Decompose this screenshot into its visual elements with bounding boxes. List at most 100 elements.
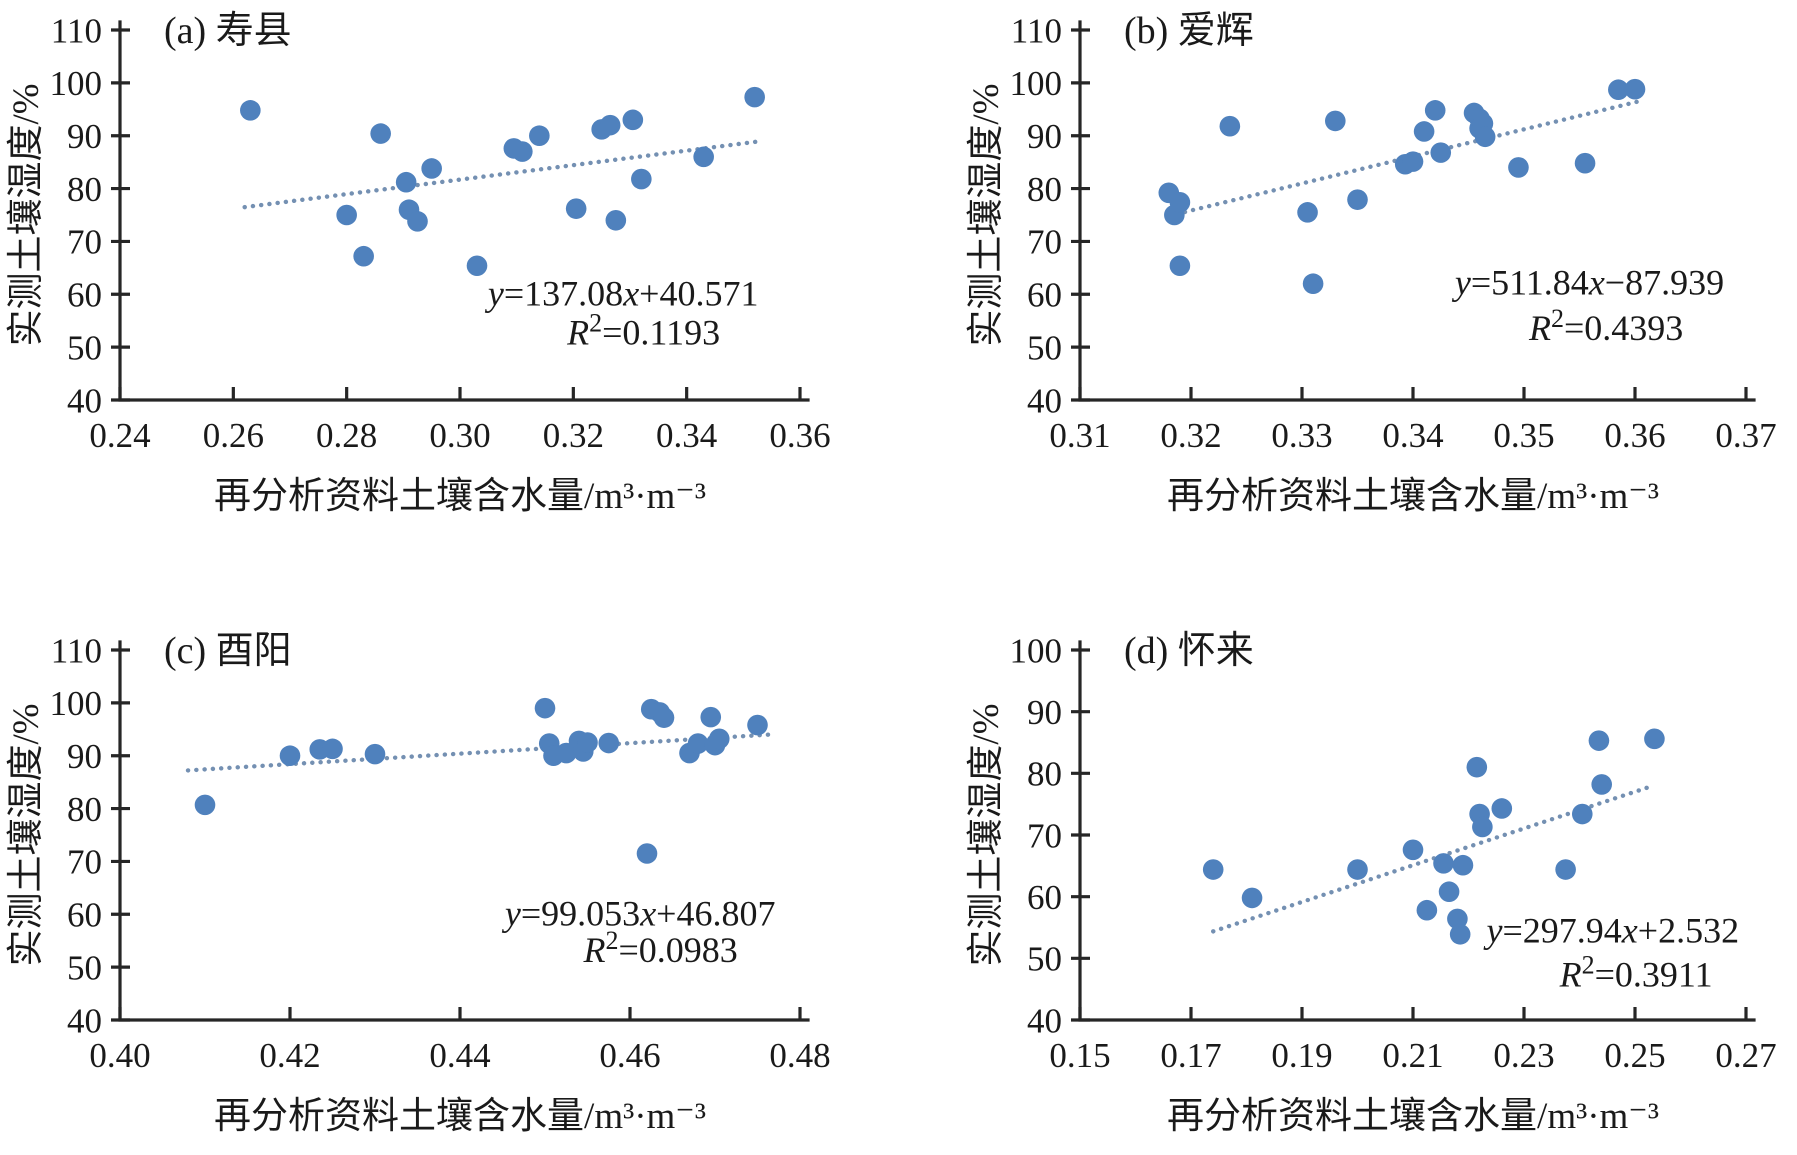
y-tick-label: 50 — [1027, 328, 1062, 367]
x-tick-label: 0.24 — [89, 416, 150, 455]
y-tick-label: 60 — [67, 896, 102, 935]
panel-title: (c) 酉阳 — [164, 630, 292, 672]
data-point — [466, 255, 488, 277]
y-tick-label: 50 — [67, 948, 102, 987]
data-point — [622, 109, 644, 131]
x-tick-label: 0.35 — [1493, 416, 1554, 455]
x-axis-title: 再分析资料土壤含水量/m³·m⁻³ — [1167, 1095, 1659, 1137]
data-point — [1430, 142, 1452, 163]
y-tick-label: 90 — [67, 117, 102, 156]
data-point — [747, 714, 768, 736]
y-axis-title: 实测土壤湿度/% — [965, 83, 1007, 346]
data-point — [1202, 859, 1224, 880]
y-tick-label: 40 — [1027, 1001, 1062, 1040]
data-point — [1169, 192, 1191, 213]
y-tick-label: 110 — [51, 631, 102, 670]
panel-title: (b) 爱辉 — [1124, 10, 1254, 52]
data-point — [529, 125, 550, 147]
y-tick-label: 60 — [67, 276, 102, 315]
x-axis-title: 再分析资料土壤含水量/m³·m⁻³ — [214, 1095, 706, 1137]
data-point — [577, 732, 598, 753]
x-tick-label: 0.36 — [1604, 416, 1665, 455]
data-point — [1347, 859, 1368, 880]
data-point — [1472, 816, 1493, 838]
y-tick-label: 40 — [1027, 381, 1062, 420]
data-point — [1297, 202, 1318, 223]
data-point — [1325, 110, 1346, 132]
y-tick-label: 60 — [1027, 878, 1062, 917]
x-tick-label: 0.21 — [1382, 1036, 1443, 1075]
y-tick-label: 110 — [51, 11, 102, 50]
data-point — [1571, 803, 1593, 825]
y-tick-label: 80 — [1027, 755, 1062, 794]
panel-a: 40 50 60 70 80 90 100 110 0.24 0.26 0.28 0.30 0.32 0.… — [5, 10, 831, 517]
regression-equation: y=99.053x+46.807 — [502, 894, 776, 934]
data-point — [1449, 923, 1471, 945]
x-tick-label: 0.28 — [316, 416, 377, 455]
data-point — [1241, 887, 1263, 909]
data-point — [1424, 100, 1446, 121]
y-tick-label: 90 — [1027, 693, 1062, 732]
data-point — [744, 86, 765, 108]
data-point — [598, 732, 620, 754]
x-tick-label: 0.37 — [1715, 416, 1776, 455]
y-tick-label: 40 — [67, 381, 102, 420]
data-point — [322, 738, 343, 760]
data-point — [1452, 854, 1474, 876]
x-tick-label: 0.32 — [1160, 416, 1221, 455]
data-point — [1508, 157, 1529, 178]
data-point — [1219, 115, 1241, 137]
panel-title: (d) 怀来 — [1124, 630, 1254, 672]
data-point — [1644, 728, 1665, 750]
y-tick-label: 110 — [1011, 11, 1062, 50]
y-tick-label: 100 — [50, 64, 103, 103]
y-tick-label: 100 — [1010, 64, 1063, 103]
data-point — [1413, 121, 1435, 142]
x-tick-label: 0.36 — [769, 416, 830, 455]
data-point — [1574, 152, 1596, 174]
x-axis-title: 再分析资料土壤含水量/m³·m⁻³ — [1167, 475, 1659, 517]
data-point — [555, 742, 577, 764]
data-point — [599, 114, 621, 136]
data-point — [693, 146, 714, 168]
y-tick-label: 60 — [1027, 276, 1062, 315]
x-tick-label: 0.19 — [1271, 1036, 1332, 1075]
y-axis-title: 实测土壤湿度/% — [5, 703, 47, 966]
x-tick-label: 0.32 — [543, 416, 604, 455]
r-squared-label: R2=0.3911 — [1559, 951, 1713, 995]
regression-equation: y=137.08x+40.571 — [485, 274, 759, 314]
regression-equation: y=297.94x+2.532 — [1484, 910, 1740, 950]
data-point — [1302, 273, 1324, 295]
data-point — [1491, 798, 1513, 819]
x-tick-label: 0.17 — [1160, 1036, 1221, 1075]
data-point — [194, 794, 216, 816]
x-tick-label: 0.34 — [1382, 416, 1443, 455]
data-point — [512, 141, 533, 162]
regression-equation: y=511.84x−87.939 — [1452, 263, 1724, 303]
x-tick-label: 0.40 — [89, 1036, 150, 1075]
y-tick-label: 100 — [50, 684, 103, 723]
y-tick-label: 70 — [67, 843, 102, 882]
x-tick-label: 0.30 — [429, 416, 490, 455]
y-tick-label: 40 — [67, 1001, 102, 1040]
y-tick-label: 90 — [1027, 117, 1062, 156]
data-point — [364, 743, 386, 765]
y-tick-label: 100 — [1010, 631, 1063, 670]
y-tick-label: 70 — [67, 223, 102, 262]
x-tick-label: 0.33 — [1271, 416, 1332, 455]
data-point — [336, 204, 357, 226]
x-tick-label: 0.25 — [1604, 1036, 1665, 1075]
data-point — [1438, 881, 1460, 903]
x-tick-label: 0.15 — [1049, 1036, 1110, 1075]
y-tick-label: 70 — [1027, 816, 1062, 855]
x-tick-label: 0.34 — [656, 416, 717, 455]
data-point — [370, 123, 391, 144]
panel-title: (a) 寿县 — [164, 10, 292, 52]
data-point — [1555, 859, 1576, 880]
data-point — [240, 100, 261, 121]
y-tick-label: 80 — [67, 170, 102, 209]
data-point — [1588, 730, 1610, 751]
r-squared-label: R2=0.4393 — [1528, 304, 1683, 348]
